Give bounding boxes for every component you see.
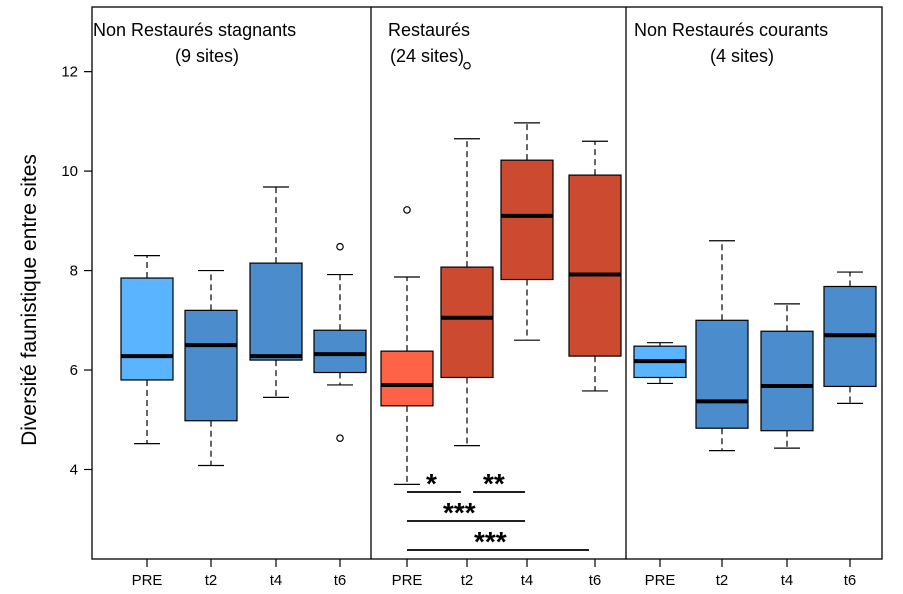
significance-label-pre-t6: ***	[474, 526, 507, 557]
plot-frame	[91, 6, 883, 560]
box-t6	[313, 329, 367, 374]
x-tick-label: t4	[781, 572, 794, 589]
panel-3-title-line1: Non Restaurés courants	[634, 20, 828, 40]
x-tick-label: t6	[334, 572, 347, 589]
x-tick-label: t2	[461, 572, 474, 589]
box-t2	[440, 266, 494, 379]
box-pre	[120, 277, 174, 381]
y-tick-label: 10	[61, 163, 78, 180]
box-t4	[249, 262, 303, 361]
outlier-point	[336, 242, 344, 251]
panel-2-title-line2: (24 sites)	[390, 46, 464, 66]
x-tick-label: t2	[205, 572, 218, 589]
chart-marks: 4 6 8 10 12 PRE t2 t4 t6 PRE t2 t4 t6 PRE t2 t4 t6	[61, 6, 883, 589]
x-tick-label: t6	[589, 572, 602, 589]
x-tick-label: PRE	[645, 572, 676, 589]
significance-label-pre-t4: ***	[443, 497, 476, 528]
y-tick-label: 4	[70, 461, 78, 478]
y-tick-label: 6	[70, 362, 78, 379]
panel-1-title-line2: (9 sites)	[175, 46, 239, 66]
y-tick-label: 12	[61, 64, 78, 81]
outlier-point	[403, 206, 411, 214]
significance-label-pre-t2: *	[426, 468, 437, 499]
box-t6	[568, 174, 622, 357]
x-tick-label: t6	[844, 572, 857, 589]
box-t4	[500, 159, 554, 281]
x-tick-label: t2	[716, 572, 729, 589]
outlier-point	[463, 61, 471, 70]
box-t4	[760, 330, 814, 432]
x-tick-label: PRE	[132, 572, 163, 589]
y-tick-label: 8	[70, 263, 78, 280]
panel-1-title-line1: Non Restaurés stagnants	[93, 20, 296, 40]
panel-3-title-line2: (4 sites)	[710, 46, 774, 66]
significance-label-t2-t4: **	[483, 468, 505, 499]
x-tick-label: t4	[521, 572, 534, 589]
x-tick-label: t4	[270, 572, 283, 589]
box-t2	[695, 319, 749, 429]
x-tick-label: PRE	[392, 572, 423, 589]
box-t2	[184, 309, 238, 422]
panel-2-title-line1: Restaurés	[388, 20, 470, 40]
box-pre	[380, 350, 434, 407]
outlier-point	[336, 434, 344, 442]
y-axis-label: Diversité faunistique entre sites	[18, 154, 41, 446]
